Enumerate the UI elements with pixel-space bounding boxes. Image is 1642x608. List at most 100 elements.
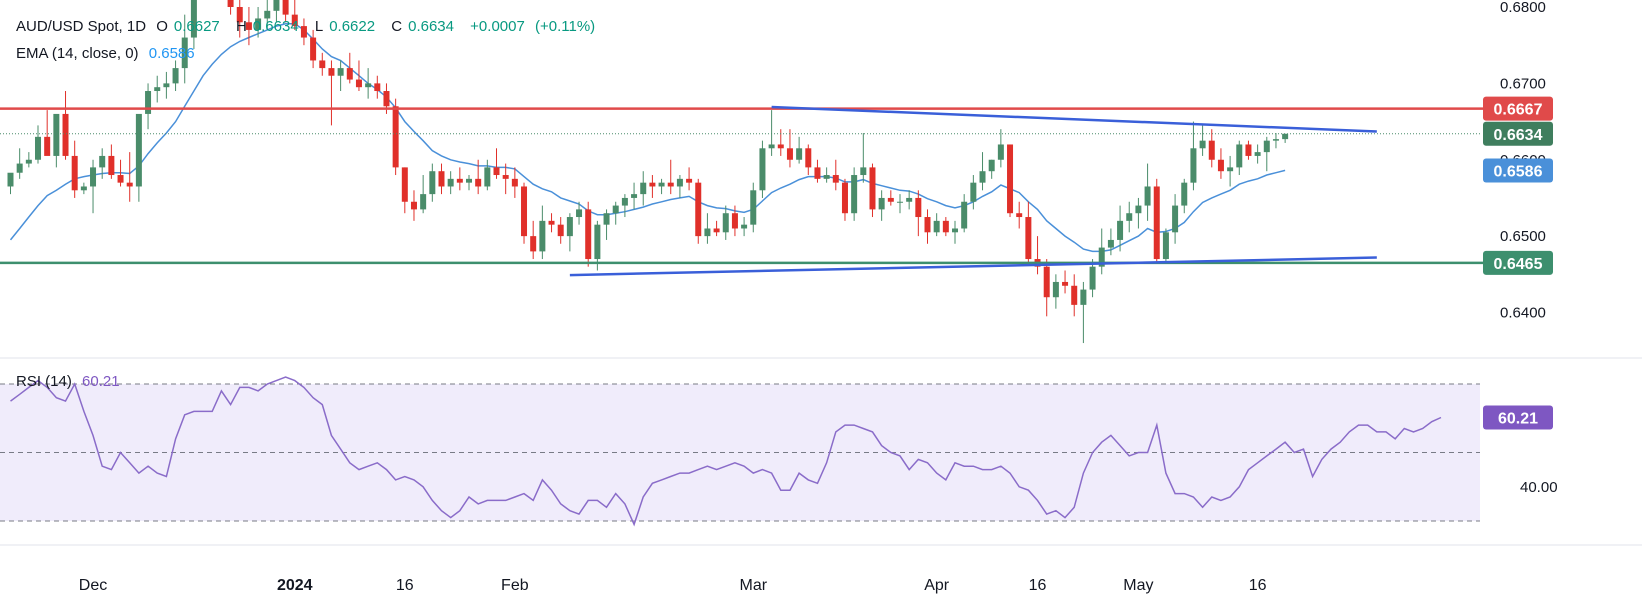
candle-body [90, 167, 97, 187]
ema-layer [9, 23, 1286, 253]
candle [35, 125, 42, 164]
candle [750, 182, 757, 233]
candle-body [337, 68, 344, 76]
candle-body [1071, 285, 1078, 305]
candle-body [1153, 186, 1160, 260]
trendline [771, 105, 1377, 133]
candle [796, 136, 803, 164]
price-tick-label: 0.6400 [1500, 305, 1546, 322]
candle-body [429, 171, 436, 195]
candle [1245, 140, 1252, 160]
price-badge-bg [1483, 250, 1553, 275]
candle-body [750, 190, 757, 225]
candle [1236, 140, 1243, 176]
candle-body [1098, 247, 1105, 267]
candle-body [768, 144, 775, 149]
candle-body [1107, 239, 1114, 248]
candle-body [466, 178, 472, 183]
price-tick-label: 0.6500 [1500, 228, 1546, 245]
candle-body [163, 83, 170, 88]
price-badge-bg [1483, 96, 1553, 121]
rsi-line [10, 376, 1442, 527]
candle-body [878, 197, 885, 210]
candle-body [1254, 152, 1261, 156]
ema-legend[interactable]: EMA (14, close, 0) 0.6586 [16, 45, 201, 62]
candle [1126, 201, 1133, 233]
candle-body [80, 186, 87, 191]
candle [245, 7, 252, 46]
candle [1007, 144, 1014, 218]
candle-body [1144, 186, 1151, 206]
candle [777, 129, 784, 156]
rsi-legend[interactable]: RSI (14) 60.21 [16, 373, 126, 390]
candle-body [979, 171, 986, 183]
price-badge-bg [1483, 158, 1553, 183]
symbol-header: AUD/USD Spot, 1D O 0.6627 H 0.6634 L 0.6622… [16, 18, 601, 35]
symbol-title: AUD/USD Spot, 1D [16, 18, 147, 35]
candle [979, 152, 986, 191]
candle-body [612, 205, 619, 214]
candle [970, 175, 977, 210]
candle-body [832, 175, 839, 183]
candle [1062, 270, 1069, 294]
trendline [569, 256, 1377, 277]
candle [319, 52, 326, 76]
candle [805, 144, 812, 176]
candle-body [291, 14, 298, 27]
candle [713, 220, 720, 237]
candle [521, 182, 528, 244]
candle [649, 175, 656, 198]
time-tick-label: 2024 [277, 577, 313, 594]
candle [667, 159, 674, 195]
candle [355, 60, 362, 92]
candle-body [915, 197, 922, 218]
rsi-pane [0, 376, 1480, 527]
candle-body [594, 224, 601, 260]
candle-body [236, 7, 243, 23]
candle [154, 75, 161, 103]
candle [466, 175, 472, 191]
candle [1071, 274, 1078, 317]
candle [1272, 133, 1279, 149]
candle [420, 175, 427, 214]
candle-body [108, 155, 115, 176]
candle-body [722, 213, 729, 233]
candle-body [264, 10, 271, 19]
candle [1217, 148, 1224, 179]
candle-body [952, 228, 959, 233]
candle [1034, 236, 1041, 275]
candle-body [869, 167, 876, 210]
candle [1190, 121, 1197, 191]
candle-body [860, 167, 867, 176]
ema-title: EMA (14, close, 0) [16, 45, 139, 62]
candle-body [1007, 144, 1014, 214]
candle [346, 52, 353, 84]
candle-body [319, 60, 326, 69]
candle-body [585, 209, 592, 260]
candle-body [539, 220, 546, 252]
candle-body [273, 0, 280, 11]
candle-body [181, 37, 188, 69]
candle [108, 144, 115, 179]
candle [1162, 228, 1169, 263]
candle [1263, 136, 1270, 172]
open-value: 0.6627 [173, 18, 220, 35]
candle [1135, 197, 1142, 229]
candle [557, 217, 564, 244]
candle-body [401, 167, 408, 202]
candle-body [695, 182, 702, 237]
change-percent: (+0.11%) [534, 18, 596, 35]
candle-body [1245, 144, 1252, 156]
candle-body [530, 236, 537, 252]
candle [264, 0, 271, 30]
candle [511, 167, 518, 198]
candle-body [1126, 213, 1133, 221]
candle [1025, 201, 1032, 263]
candle [484, 159, 491, 191]
candle [566, 213, 573, 252]
candle [291, 0, 298, 30]
candle [273, 0, 280, 23]
candle-body [1135, 205, 1142, 214]
